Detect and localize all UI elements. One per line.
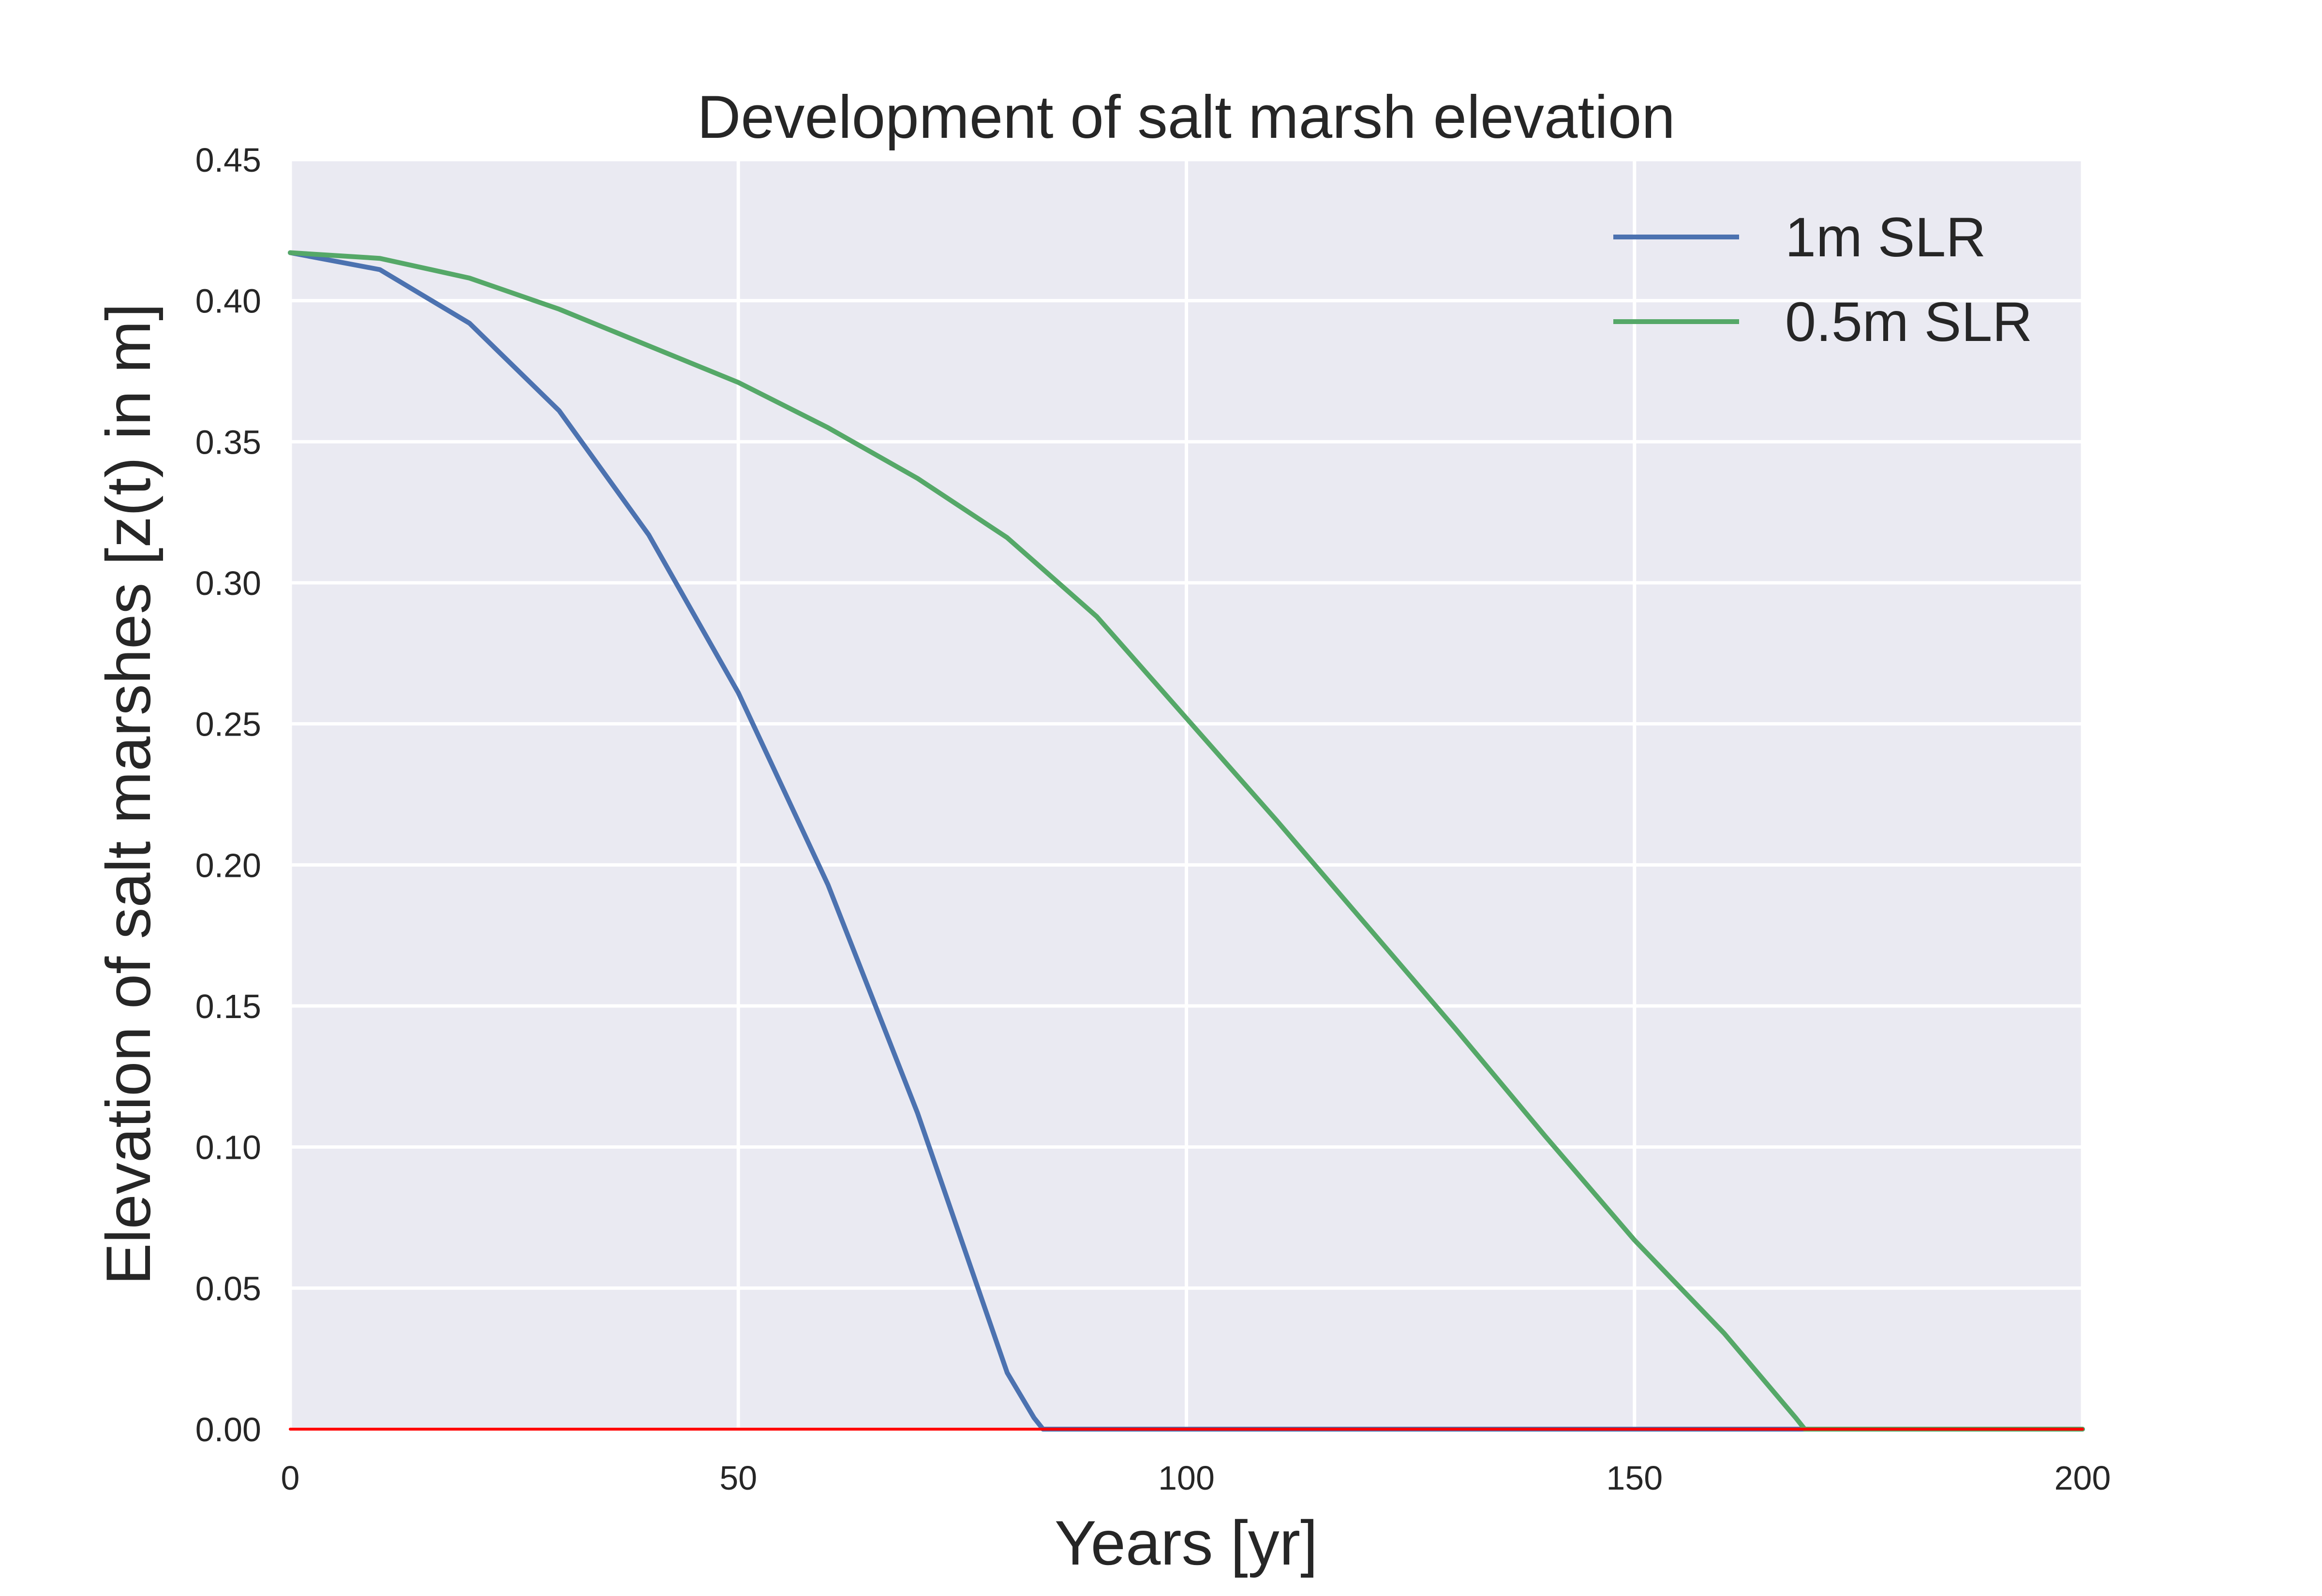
y-tick-label: 0.40 [195,282,261,320]
y-tick-label: 0.15 [195,988,261,1025]
chart-title: Development of salt marsh elevation [697,84,1675,151]
y-tick-label: 0.20 [195,846,261,884]
y-tick-label: 0.05 [195,1270,261,1307]
y-tick-label: 0.00 [195,1411,261,1448]
series-group [288,250,2085,1432]
x-tick-label: 50 [719,1459,757,1497]
y-tick-label: 0.30 [195,564,261,602]
y-tick-label: 0.10 [195,1129,261,1167]
x-tick-label: 200 [2054,1459,2111,1497]
grid [288,158,2084,1431]
y-tick-label: 0.35 [195,423,261,461]
x-tick-label: 0 [281,1459,300,1497]
series-line [288,250,2085,1432]
tick-labels: 0 50 100 150 200 0.00 0.05 0.10 0.15 0.20 0.25 0.30… [195,141,2111,1497]
legend-label: 0.5m SLR [1785,291,2032,353]
y-tick-label: 0.45 [195,141,261,179]
x-axis-label: Years [yr] [1055,1507,1318,1578]
x-tick-label: 150 [1606,1459,1663,1497]
y-tick-label: 0.25 [195,706,261,743]
series-line [288,250,2085,1432]
x-tick-label: 100 [1158,1459,1215,1497]
y-axis-label: Elevation of salt marshes [z(t) in m] [93,303,164,1285]
legend-label: 1m SLR [1785,207,1986,268]
legend: 1m SLR 0.5m SLR [1613,207,2032,353]
